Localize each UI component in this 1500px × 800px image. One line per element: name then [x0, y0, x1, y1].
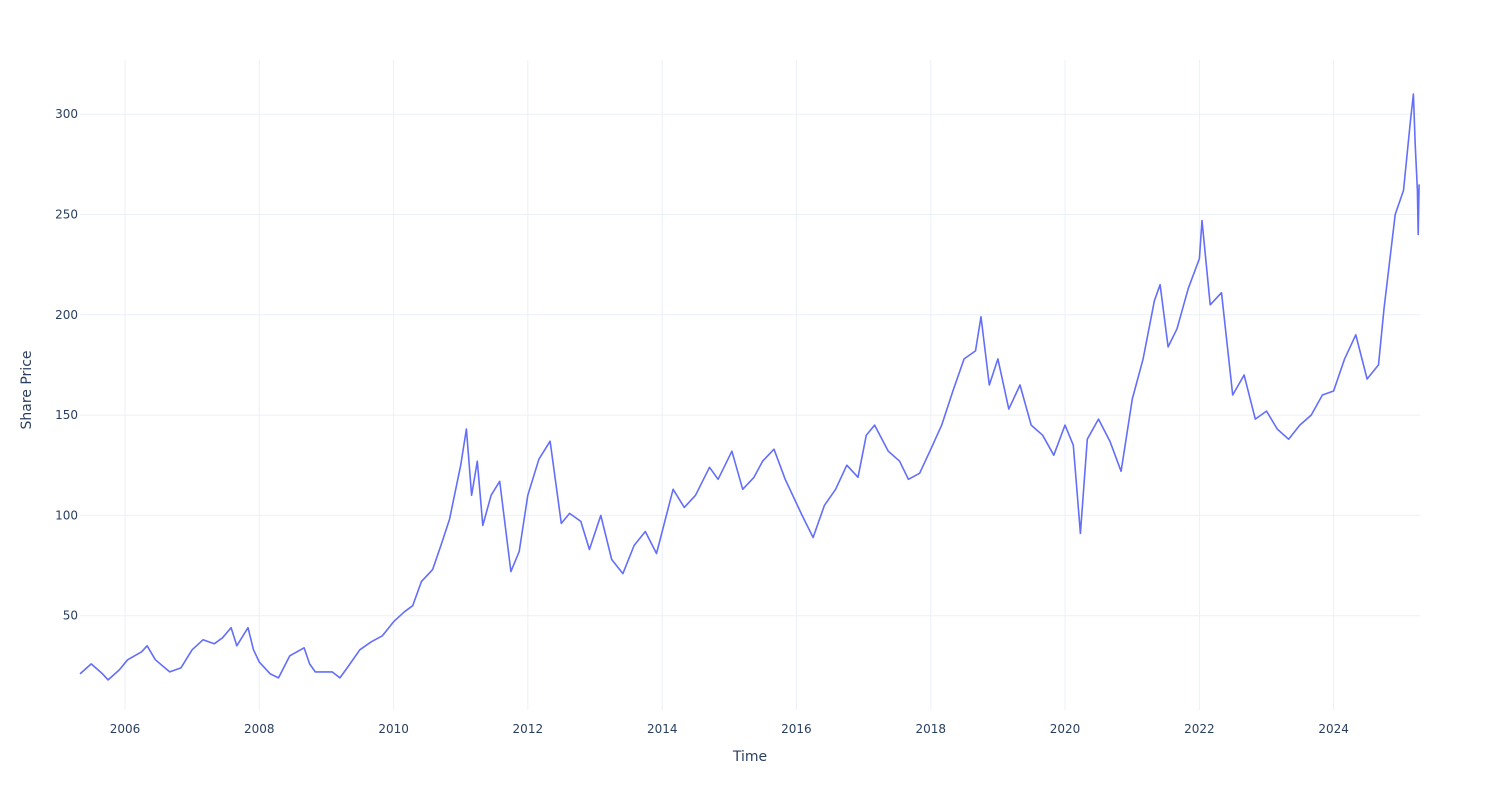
y-axis-title: Share Price: [19, 350, 35, 429]
y-tick-label: 300: [55, 107, 78, 121]
x-tick-label: 2016: [781, 722, 812, 736]
y-tick-label: 200: [55, 308, 78, 322]
x-tick-label: 2008: [244, 722, 275, 736]
x-tick-label: 2006: [110, 722, 141, 736]
x-tick-label: 2012: [513, 722, 544, 736]
x-tick-label: 2010: [378, 722, 409, 736]
x-tick-label: 2020: [1050, 722, 1081, 736]
series-layer: [79, 93, 1420, 681]
x-tick-label: 2022: [1184, 722, 1215, 736]
x-axis-title: Time: [732, 749, 767, 765]
y-tick-labels: 50 100 150 200 250 300: [55, 107, 78, 623]
x-tick-label: 2024: [1318, 722, 1349, 736]
x-tick-labels: 2006 2008 2010 2012 2014 2016 2018 2020 2022 2024: [110, 722, 1349, 736]
y-tick-label: 50: [63, 609, 78, 623]
y-tick-label: 100: [55, 508, 78, 522]
x-tick-label: 2014: [647, 722, 678, 736]
x-gridlines: [124, 60, 1335, 710]
x-tick-label: 2018: [916, 722, 947, 736]
y-tick-label: 250: [55, 207, 78, 221]
y-tick-label: 150: [55, 408, 78, 422]
series-line: [79, 93, 1420, 681]
y-gridlines: [80, 113, 1420, 617]
